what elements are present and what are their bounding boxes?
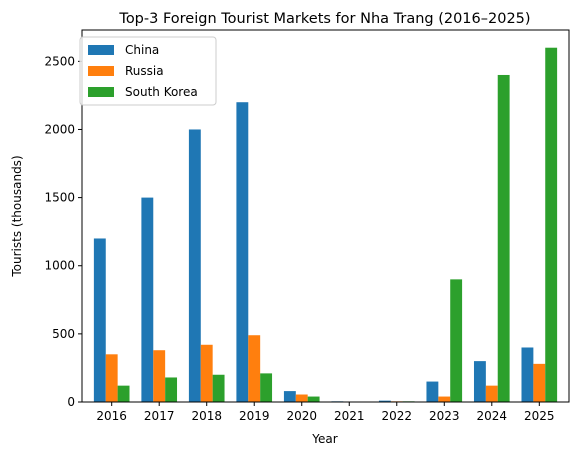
bar-south-korea-2024: [497, 74, 510, 402]
x-tick-label: 2025: [524, 409, 555, 423]
bar-south-korea-2020: [307, 396, 320, 402]
legend-swatch-south-korea: [88, 87, 114, 97]
bar-russia-2024: [485, 385, 498, 402]
x-tick-label: 2018: [191, 409, 222, 423]
legend-label: South Korea: [125, 85, 198, 99]
bar-russia-2023: [438, 396, 451, 402]
legend-swatch-china: [88, 45, 114, 55]
x-axis-label: Year: [311, 432, 337, 446]
bar-china-2023: [426, 381, 439, 402]
x-tick-label: 2020: [286, 409, 317, 423]
legend-label: Russia: [125, 64, 164, 78]
bar-russia-2016: [105, 354, 118, 402]
y-tick-label: 1500: [44, 191, 75, 205]
bar-russia-2018: [200, 344, 213, 402]
x-tick-label: 2024: [477, 409, 508, 423]
bar-russia-2025: [533, 363, 546, 402]
x-tick-label: 2023: [429, 409, 460, 423]
bar-china-2022: [378, 400, 391, 402]
bar-china-2020: [283, 391, 296, 402]
bar-russia-2020: [295, 394, 308, 402]
bar-south-korea-2018: [212, 374, 225, 402]
y-tick-label: 2000: [44, 122, 75, 136]
y-tick-label: 1000: [44, 259, 75, 273]
x-tick-label: 2016: [96, 409, 127, 423]
legend-swatch-russia: [88, 66, 114, 76]
y-tick-label: 0: [67, 395, 75, 409]
bar-russia-2017: [153, 350, 166, 402]
x-tick-label: 2019: [239, 409, 270, 423]
bar-south-korea-2025: [545, 47, 558, 403]
chart-title: Top-3 Foreign Tourist Markets for Nha Tr…: [118, 11, 530, 27]
bar-china-2016: [93, 238, 106, 402]
y-tick-label: 500: [52, 327, 75, 341]
bar-south-korea-2016: [117, 385, 130, 402]
x-tick-label: 2022: [381, 409, 412, 423]
bar-china-2019: [236, 102, 249, 402]
x-tick-label: 2021: [334, 409, 365, 423]
y-axis-label: Tourists (thousands): [10, 155, 24, 277]
y-tick-label: 2500: [44, 54, 75, 68]
bar-china-2025: [521, 347, 534, 402]
legend: China Russia South Korea: [79, 36, 217, 106]
bar-china-2018: [188, 129, 201, 402]
bar-china-2017: [141, 197, 154, 402]
plot-area: [93, 47, 558, 403]
bar-russia-2019: [248, 335, 261, 402]
bar-south-korea-2023: [450, 279, 463, 402]
axis-ticks: 0 500 1000 1500 2000 2500 2016 2017 2018 2019 2020…: [44, 54, 554, 423]
bar-south-korea-2019: [260, 373, 273, 402]
bar-china-2024: [473, 361, 486, 402]
legend-label: China: [125, 43, 159, 57]
x-tick-label: 2017: [144, 409, 175, 423]
bar-south-korea-2017: [165, 377, 178, 402]
plot-frame: [81, 29, 570, 403]
